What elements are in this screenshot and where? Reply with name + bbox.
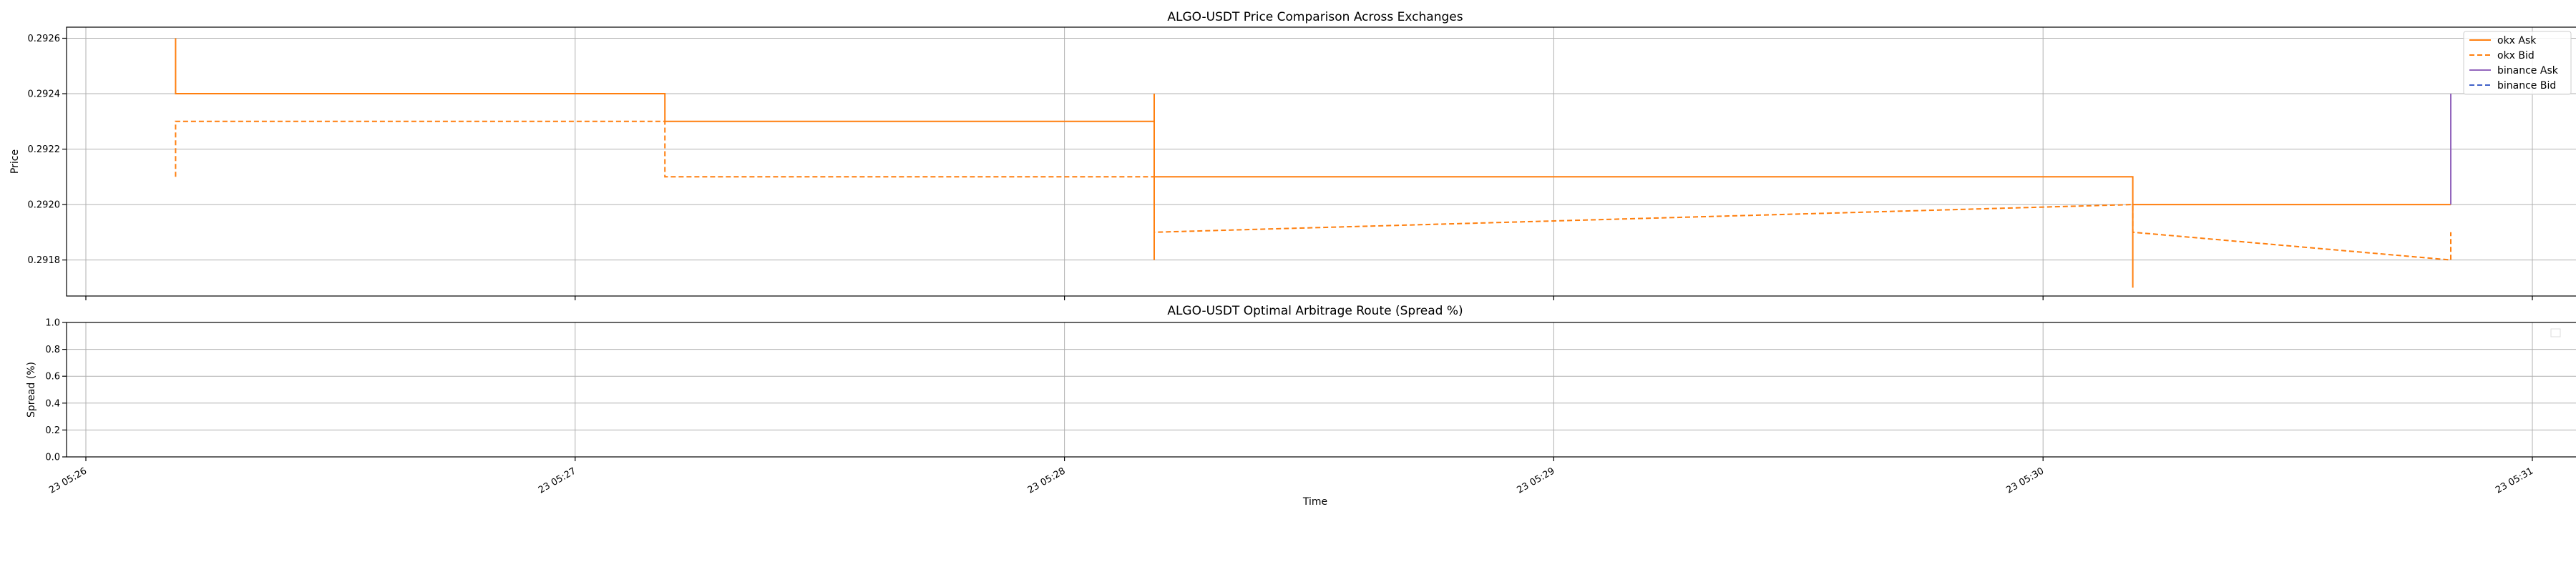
price-x-ticks: [85, 296, 2533, 300]
legend-label-okx-bid: okx Bid: [2497, 50, 2534, 61]
price-y-axis-label: Price: [9, 149, 21, 174]
price-y-tick-label: 0.2926: [28, 34, 61, 44]
spread-y-tick-label: 0.4: [45, 398, 60, 409]
price-axes-frame: [66, 26, 2576, 297]
price-grid: [67, 27, 2576, 296]
spread-y-tick-label: 0.8: [45, 345, 60, 355]
spread-y-tick-label: 0.2: [45, 425, 60, 436]
spread-y-ticks: 0.0 0.2 0.4 0.6 0.8 1.0: [45, 318, 67, 463]
spread-y-tick-label: 0.0: [45, 453, 60, 463]
price-y-tick-label: 0.2918: [28, 255, 61, 266]
price-chart-title: ALGO-USDT Price Comparison Across Exchan…: [1167, 10, 1463, 24]
price-y-tick-label: 0.2922: [28, 144, 61, 155]
legend-label-okx-ask: okx Ask: [2497, 35, 2537, 46]
spread-chart-title: ALGO-USDT Optimal Arbitrage Route (Sprea…: [1167, 304, 1463, 318]
price-legend: okx Ask okx Bid binance Ask binance Bid: [2463, 31, 2572, 95]
price-y-tick-label: 0.2924: [28, 89, 61, 100]
spread-y-tick-label: 1.0: [45, 318, 60, 329]
spread-axes-frame: [66, 322, 2576, 458]
legend-box: [2463, 31, 2572, 95]
price-y-tick-label: 0.2920: [28, 200, 61, 211]
spread-y-tick-label: 0.6: [45, 372, 60, 383]
series-line-okx-bid: [175, 120, 2451, 261]
legend-label-binance-bid: binance Bid: [2497, 80, 2556, 92]
price-series-lines: [175, 38, 2451, 288]
price-comparison-axes: ALGO-USDT Price Comparison Across Exchan…: [9, 10, 2576, 300]
legend-label-binance-ask: binance Ask: [2497, 65, 2559, 77]
price-y-ticks: 0.2918 0.2920 0.2922 0.2924 0.2926: [28, 34, 67, 266]
spread-y-axis-label: Spread (%): [26, 362, 37, 418]
x-axis-label: Time: [1302, 496, 1327, 508]
spread-legend-box: [2550, 328, 2561, 337]
